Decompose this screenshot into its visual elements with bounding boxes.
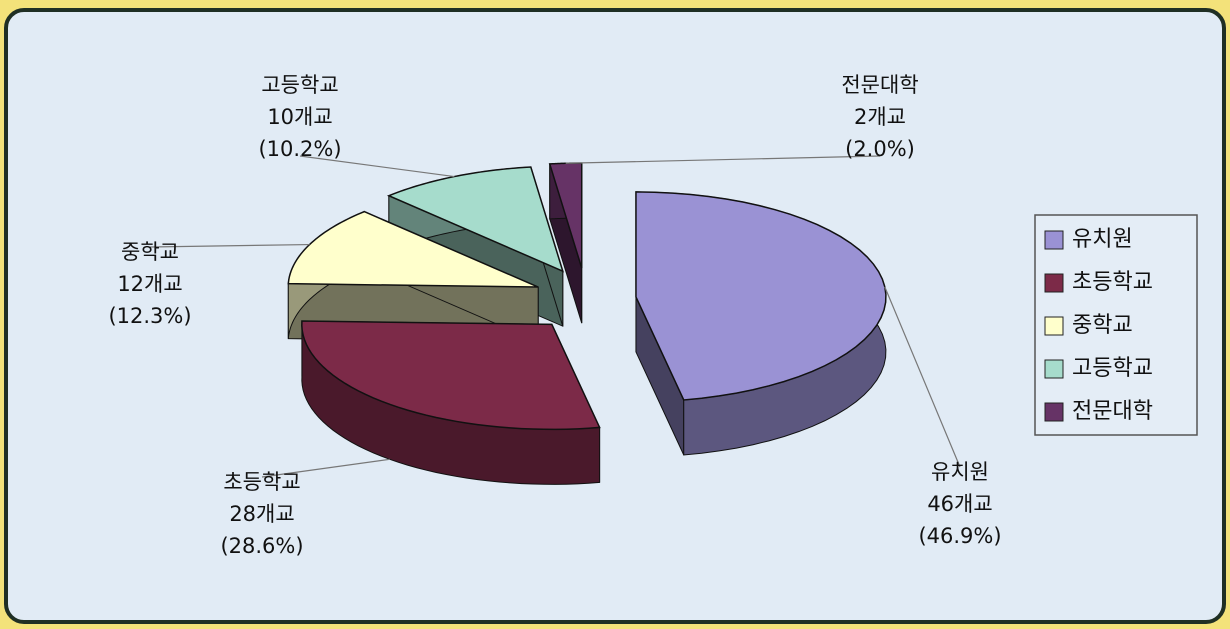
legend-label: 초등학교 [1072,270,1153,295]
label-name: 초등학교 [223,470,300,494]
leader-line [261,458,390,478]
legend-swatch [1044,230,1064,250]
legend-label: 고등학교 [1072,356,1153,381]
leader-line [565,155,881,164]
label-value: 12개교 [117,272,182,296]
label-name: 고등학교 [261,73,338,97]
leader-line [149,243,310,248]
label-value: 28개교 [229,502,294,526]
label-percent: (2.0%) [845,137,915,161]
legend-swatch [1044,273,1064,293]
label-value: 2개교 [854,105,906,129]
legend-swatch [1044,359,1064,379]
panel [4,8,1226,624]
label-value: 10개교 [267,105,332,129]
label-percent: (28.6%) [220,534,303,558]
leader-line [299,155,455,178]
slice [301,320,601,431]
legend-swatch [1044,402,1064,422]
label-name: 전문대학 [841,73,918,97]
legend-swatch [1044,316,1064,336]
label-value: 46개교 [927,492,992,516]
label-percent: (46.9%) [918,524,1001,548]
label-percent: (10.2%) [258,137,341,161]
legend-label: 유치원 [1072,227,1133,252]
label-name: 유치원 [931,460,989,484]
legend-label: 중학교 [1072,313,1133,338]
legend-label: 전문대학 [1072,399,1153,424]
leader-line [884,286,961,468]
label-percent: (12.3%) [108,304,191,328]
label-name: 중학교 [121,240,179,264]
